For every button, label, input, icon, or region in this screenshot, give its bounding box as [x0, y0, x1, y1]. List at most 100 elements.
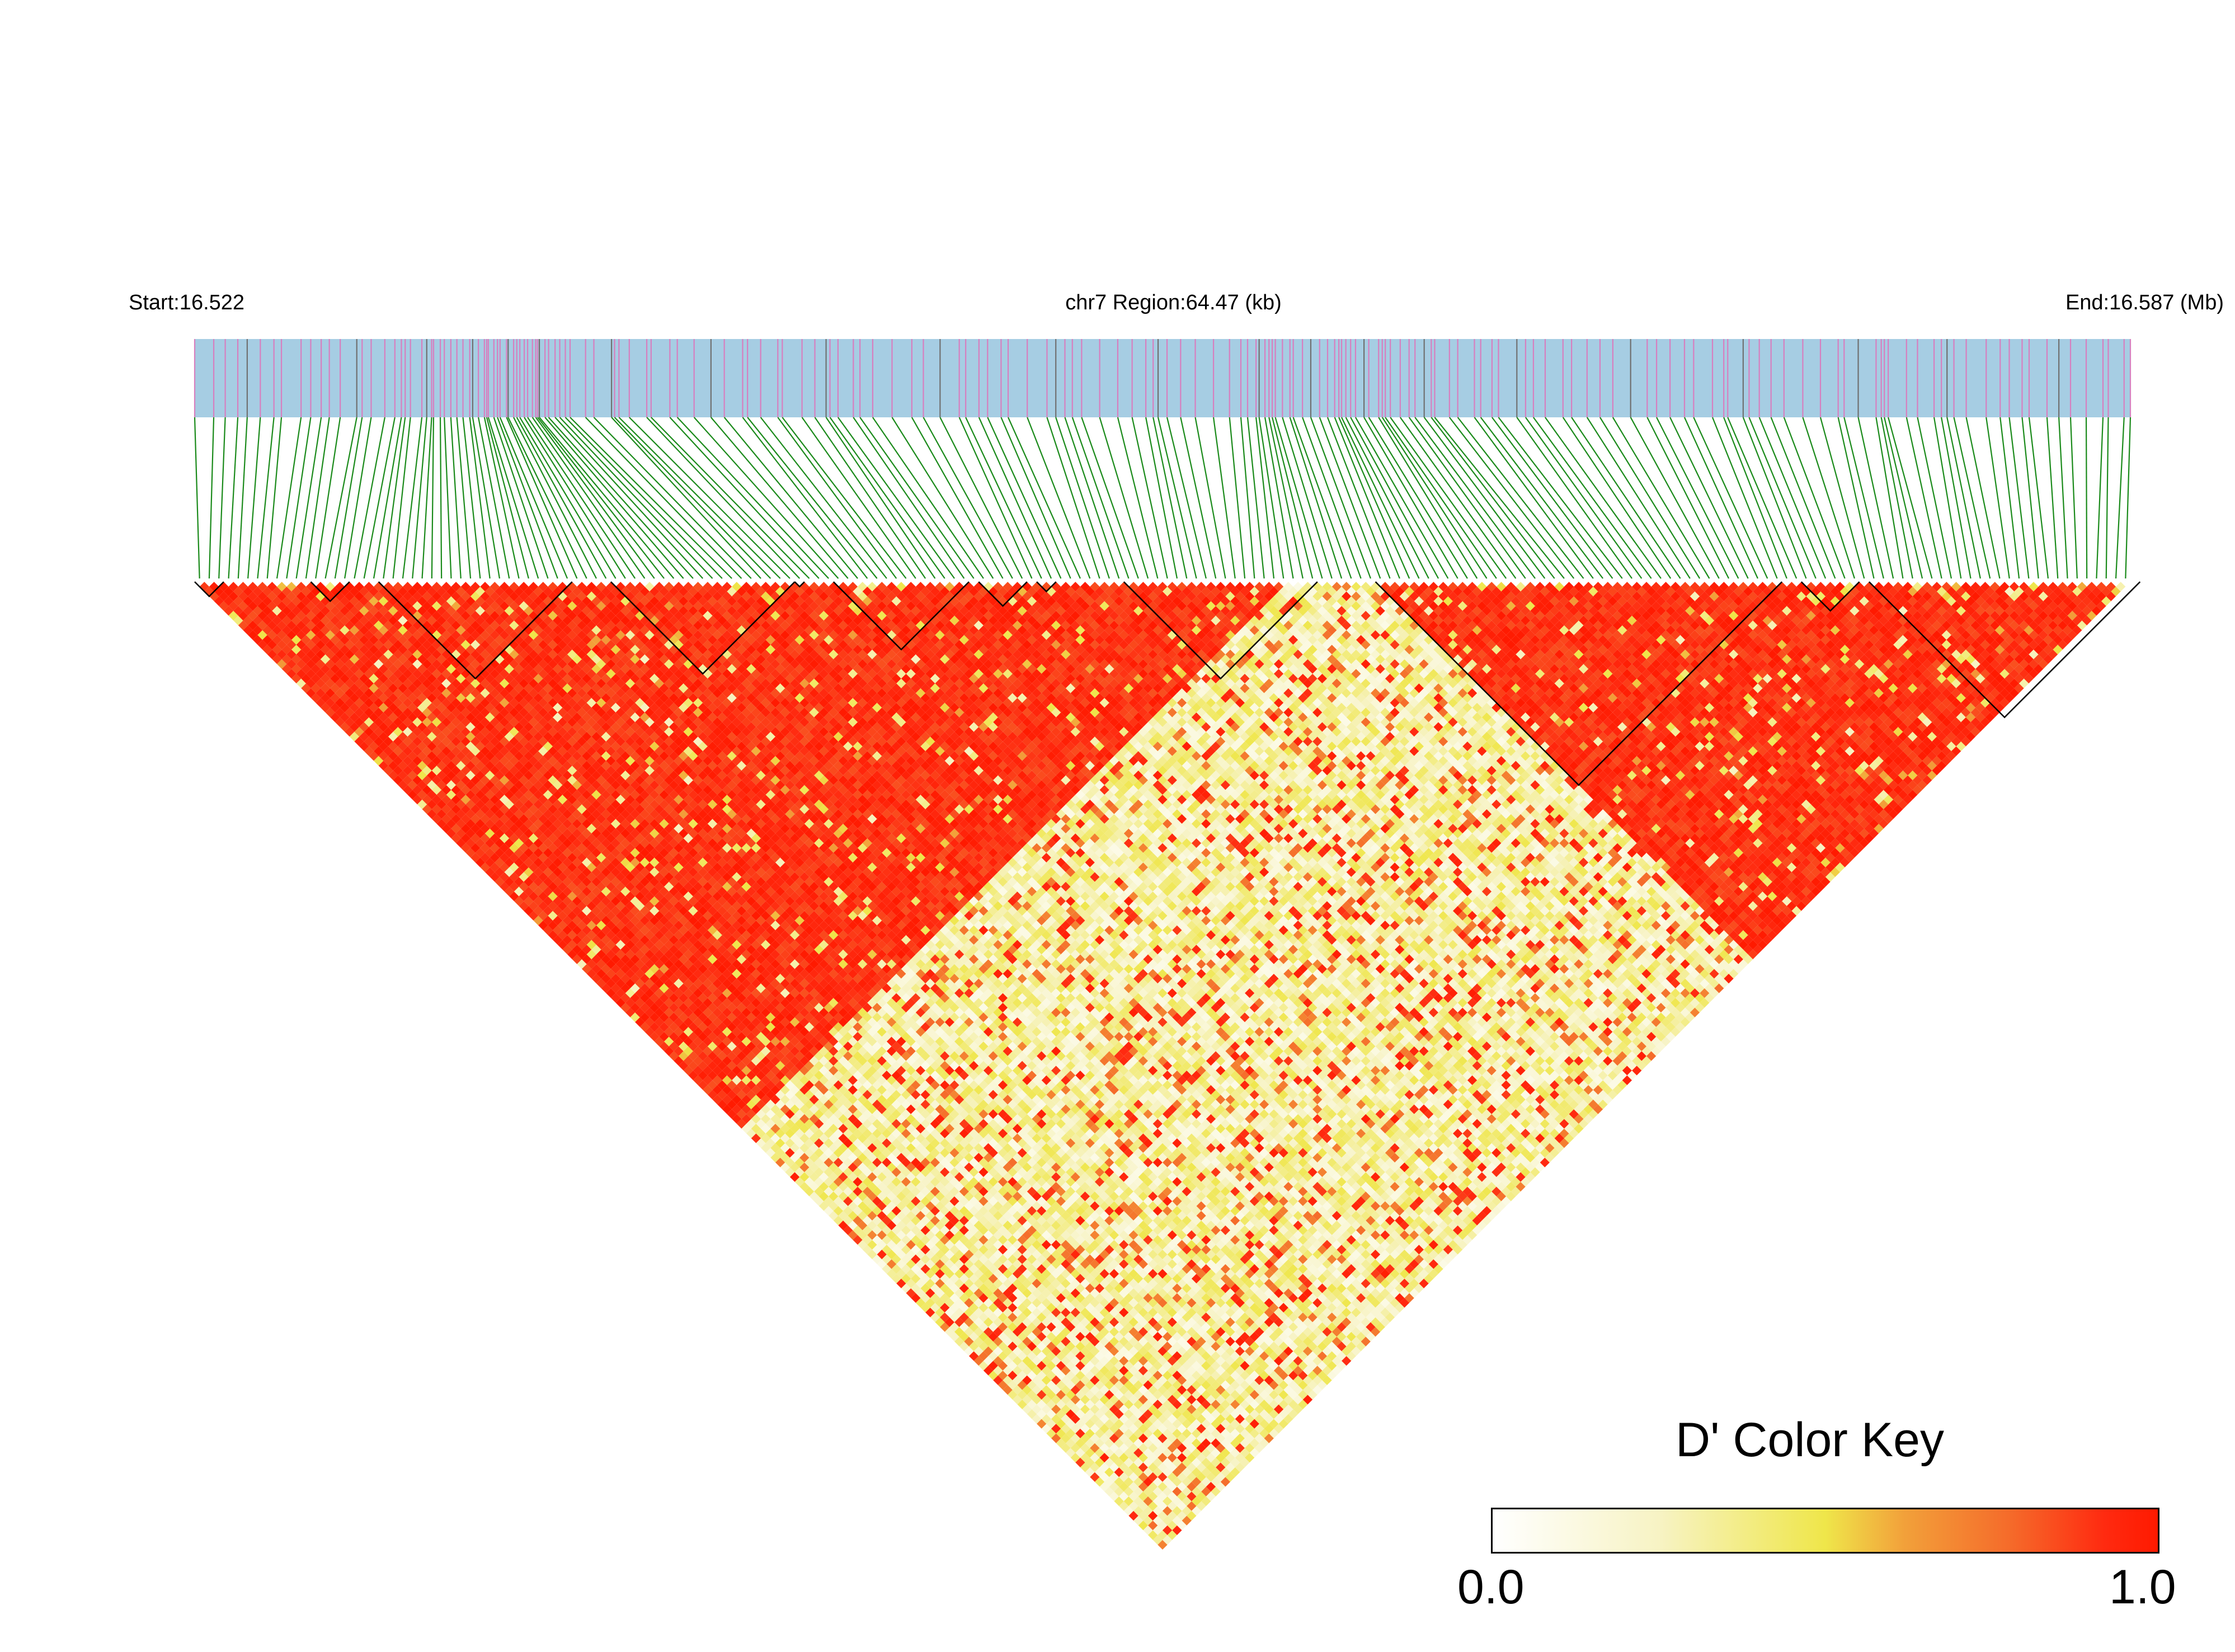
- ld-cell: [799, 1172, 810, 1182]
- ld-cell: [944, 1327, 955, 1337]
- ld-cell: [499, 843, 510, 853]
- ld-cell: [277, 649, 287, 660]
- ld-cell: [281, 625, 291, 636]
- ld-cell: [272, 654, 282, 665]
- snp-connector: [1525, 417, 1643, 579]
- ld-cell: [964, 1327, 974, 1337]
- snp-connector: [1742, 417, 1807, 579]
- snp-connector: [286, 417, 312, 579]
- ld-cell: [983, 1346, 994, 1356]
- ld-cell: [838, 1201, 848, 1211]
- ld-cell: [291, 674, 302, 684]
- snp-connector: [1055, 417, 1110, 579]
- ld-cell: [635, 988, 645, 998]
- ld-cell: [557, 901, 568, 911]
- snp-connector: [1338, 417, 1410, 579]
- ld-cell: [577, 940, 587, 950]
- ld-cell: [843, 1196, 853, 1206]
- ld-cell: [630, 1003, 640, 1013]
- ld-cell: [770, 1133, 780, 1143]
- ld-cell: [785, 1148, 795, 1158]
- ld-cell: [335, 679, 345, 689]
- ld-cell: [305, 649, 316, 660]
- ld-cell: [809, 1191, 819, 1202]
- ld-cell: [896, 1249, 906, 1259]
- snp-connector: [478, 417, 510, 579]
- ld-cell: [620, 993, 630, 1003]
- ld-cell: [915, 1269, 926, 1279]
- snp-connector: [1999, 417, 2020, 579]
- ld-cell: [993, 1356, 1003, 1366]
- ld-cell: [1032, 1395, 1042, 1405]
- ld-cell: [1114, 1477, 1124, 1487]
- ld-cell: [412, 765, 422, 775]
- snp-connector: [1434, 417, 1565, 579]
- ld-cell: [291, 644, 302, 655]
- ld-cell: [693, 1056, 703, 1066]
- ld-cell: [325, 698, 335, 708]
- ld-cell: [915, 1298, 926, 1308]
- ld-cell: [470, 833, 481, 844]
- ld-cell: [1066, 1438, 1076, 1448]
- ld-cell: [451, 823, 461, 834]
- ld-cell: [814, 1176, 824, 1187]
- ld-cell: [553, 935, 563, 945]
- ld-cell: [780, 1133, 790, 1143]
- snp-connector: [2085, 417, 2088, 579]
- snp-connector: [1431, 417, 1555, 579]
- ld-cell: [1123, 1506, 1134, 1516]
- snp-connector: [402, 417, 423, 579]
- ld-cell: [349, 703, 360, 713]
- ld-cell: [703, 1046, 713, 1056]
- snp-connector: [1282, 417, 1333, 579]
- ld-cell: [383, 746, 393, 756]
- ld-cell: [920, 1293, 930, 1303]
- ld-cell: [243, 596, 253, 606]
- ld-cell: [1163, 1525, 1173, 1536]
- ld-cell: [872, 1254, 882, 1264]
- ld-cell: [940, 1302, 950, 1313]
- ld-cell: [340, 683, 350, 693]
- ld-cell: [340, 693, 350, 703]
- ld-cell: [789, 1143, 800, 1153]
- snp-connector: [1008, 417, 1081, 579]
- ld-cell: [412, 775, 422, 785]
- snp-connector: [1985, 417, 2010, 579]
- ld-cell: [906, 1259, 916, 1269]
- ld-cell: [1056, 1428, 1066, 1439]
- snp-connector: [486, 417, 529, 579]
- ld-cell: [393, 765, 403, 775]
- ld-cell: [935, 1307, 945, 1317]
- snp-connector: [1491, 417, 1613, 579]
- ld-cell: [867, 1249, 877, 1259]
- ld-cell: [1148, 1501, 1158, 1511]
- ld-cell: [848, 1201, 858, 1211]
- snp-connector: [506, 417, 578, 579]
- ld-cell: [1138, 1491, 1149, 1502]
- ld-cell: [340, 722, 350, 732]
- snp-connector: [439, 417, 443, 579]
- region-label: chr7 Region:64.47 (kb): [0, 291, 2235, 315]
- ld-cell: [330, 674, 340, 684]
- ld-cell: [1085, 1457, 1095, 1467]
- snp-connector: [1355, 417, 1449, 579]
- ld-cell: [369, 751, 379, 761]
- ld-cell: [756, 1128, 766, 1138]
- ld-cell: [1037, 1419, 1047, 1429]
- snp-connector: [1381, 417, 1488, 579]
- ld-cell: [354, 717, 364, 727]
- snp-connector: [611, 417, 761, 579]
- ld-cell: [630, 983, 640, 994]
- ld-cell: [456, 838, 466, 848]
- ld-cell: [320, 674, 331, 684]
- ld-cell: [727, 1099, 737, 1109]
- ld-cell: [727, 1080, 737, 1090]
- ld-cell: [620, 1003, 630, 1013]
- ld-cell: [654, 1017, 665, 1027]
- snp-connector: [1194, 417, 1226, 579]
- ld-cell: [1163, 1535, 1173, 1545]
- ld-cell: [310, 654, 321, 665]
- ld-cell: [1109, 1491, 1119, 1502]
- snp-connector: [1474, 417, 1594, 579]
- start-label: Start:16.522: [129, 291, 244, 315]
